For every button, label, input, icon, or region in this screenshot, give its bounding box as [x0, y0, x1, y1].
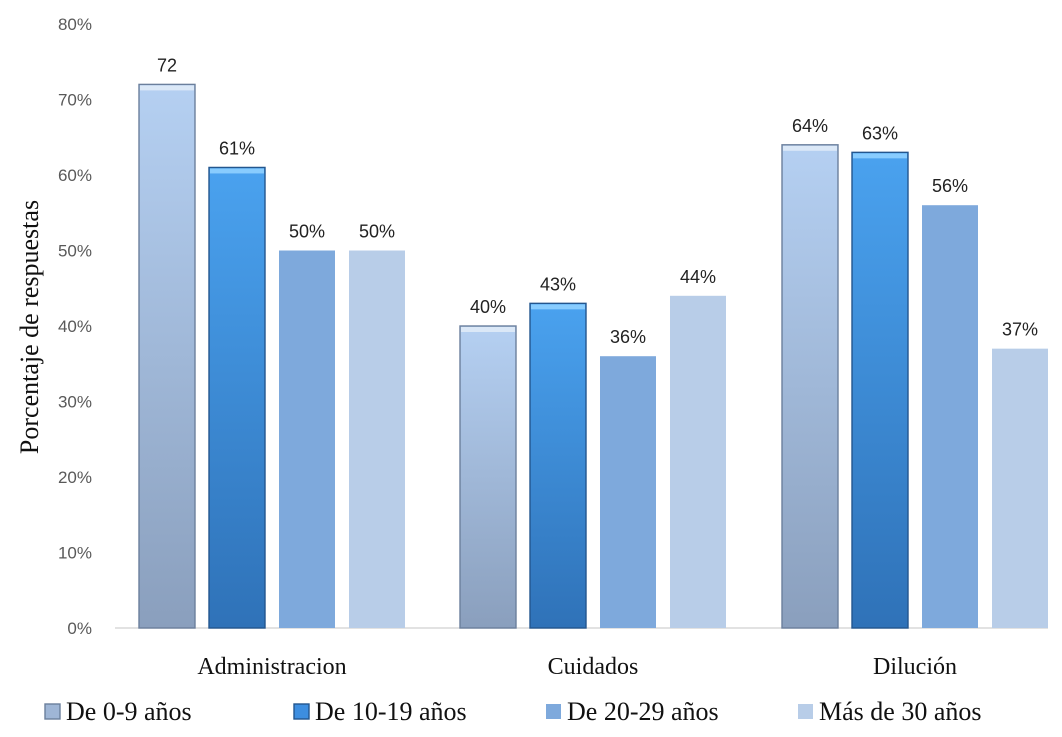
legend-swatch [44, 703, 61, 720]
bar-highlight [140, 85, 194, 91]
data-label: 56% [932, 176, 968, 196]
y-axis-ticks: 0% 10% 20% 30% 40% 50% 60% 70% 80% [58, 15, 92, 638]
y-tick-label: 60% [58, 166, 92, 185]
bars-group [138, 83, 1048, 629]
category-labels: Administracion Cuidados Dilución [197, 654, 957, 680]
bar-highlight [783, 145, 837, 151]
y-tick-label: 40% [58, 317, 92, 336]
legend-swatch [293, 703, 310, 720]
y-tick-label: 10% [58, 544, 92, 563]
data-label: 37% [1002, 320, 1038, 340]
bar [138, 83, 196, 629]
legend: De 0-9 años De 10-19 años De 20-29 años Más… [44, 697, 981, 726]
y-tick-label: 70% [58, 91, 92, 110]
category-label: Cuidados [548, 654, 639, 680]
bar-highlight [531, 304, 585, 310]
bar [349, 250, 405, 628]
y-tick-label: 30% [58, 393, 92, 412]
legend-label: Más de 30 años [819, 697, 981, 726]
legend-swatch [546, 704, 561, 719]
y-axis-title: Porcentaje de respuestas [15, 200, 44, 454]
bar [600, 356, 656, 628]
data-label: 43% [540, 274, 576, 294]
y-tick-label: 50% [58, 242, 92, 261]
bar [992, 348, 1048, 628]
data-label: 50% [289, 222, 325, 242]
bar [670, 295, 726, 628]
legend-swatch [798, 704, 813, 719]
category-label: Administracion [197, 654, 346, 680]
bar-highlight [461, 327, 515, 332]
bar [459, 325, 517, 629]
bar [922, 205, 978, 628]
bar [781, 144, 839, 629]
bar-highlight [853, 153, 907, 159]
y-tick-label: 80% [58, 15, 92, 34]
data-labels-group: 72 61% 50% 50% 40% 43% 36% 44% 64% 63% 56% 37% [157, 55, 1038, 347]
legend-label: De 10-19 años [315, 697, 467, 726]
data-label: 64% [792, 116, 828, 136]
bar [279, 250, 335, 628]
data-label: 44% [680, 267, 716, 287]
category-label: Dilución [873, 654, 957, 680]
bar [529, 302, 587, 629]
legend-label: De 20-29 años [567, 697, 719, 726]
bar [851, 151, 909, 629]
data-label: 40% [470, 297, 506, 317]
bar [208, 166, 266, 629]
y-tick-label: 0% [67, 619, 92, 638]
data-label: 61% [219, 138, 255, 158]
data-label: 72 [157, 55, 177, 75]
data-label: 63% [862, 123, 898, 143]
legend-label: De 0-9 años [66, 697, 192, 726]
y-tick-label: 20% [58, 468, 92, 487]
data-label: 36% [610, 327, 646, 347]
bar-highlight [210, 168, 264, 174]
data-label: 50% [359, 222, 395, 242]
